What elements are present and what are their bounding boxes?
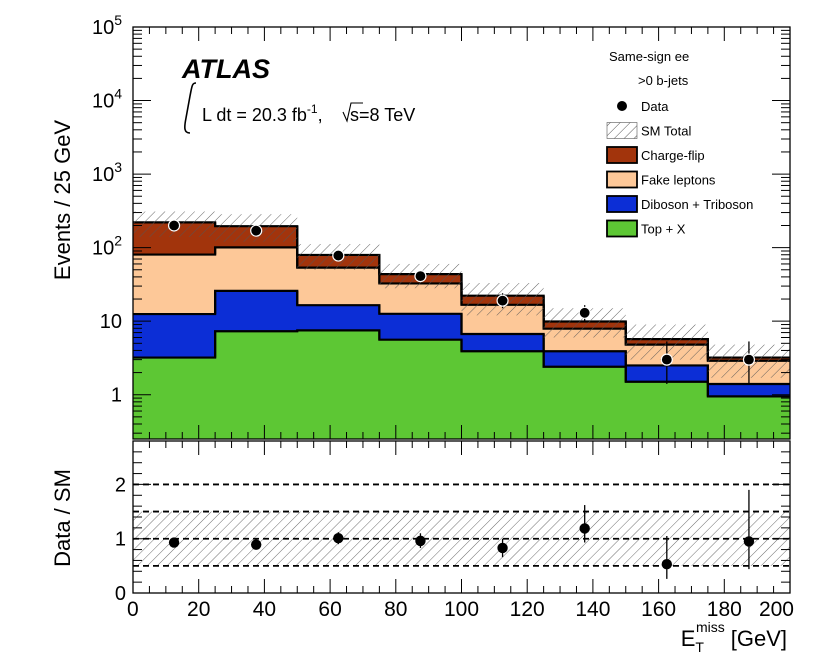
sqrt-sign-icon [342,102,363,123]
stack-top-x [133,330,790,439]
top-y-tick-label: 1 [111,385,122,407]
x-tick-label: 160 [641,598,676,621]
top-y-tick-label: 102 [92,233,122,260]
lumi-sep: , [318,105,323,125]
x-tick-label: 80 [384,598,407,621]
ratio-y-axis-label: Data / SM [50,469,75,567]
legend-color-swatch [606,170,638,189]
integral-sign-icon [184,82,197,134]
legend-label: Top + X [641,222,686,237]
data-point [167,219,181,232]
ratio-point [250,539,262,550]
top-y-tick-label: 104 [92,86,122,113]
legend-color-swatch [606,195,638,213]
top-y-tick-label: 105 [92,12,122,39]
ratio-point [497,542,508,554]
top-y-tick-label: 103 [92,159,122,186]
ratio-panel: 0 1 2 0 20 40 60 80 100 120 140 160 180 200 Data / S… [50,440,794,655]
ratio-point [415,535,426,547]
x-tick-label: 140 [575,598,610,621]
luminosity-label: L dt = 20.3 fb-1, s=8 TeV [184,82,415,134]
legend-label: Data [641,99,669,114]
ratio-y-tick-label: 2 [115,474,126,496]
legend-entry-fake-leptons: Fake leptons [606,170,716,189]
svg-text:L dt = 20.3 fb-1,: L dt = 20.3 fb-1, [202,102,323,125]
ratio-uncertainty-band [133,511,790,566]
x-axis-label: ETmiss [GeV] [681,619,787,655]
data-point [742,353,756,366]
data-point [414,270,427,283]
data-point [578,306,591,319]
x-tick-label: 60 [318,598,341,621]
x-tick-label: 20 [187,598,210,621]
legend: Same-sign ee >0 b-jets Data SM Total Charg… [606,49,753,238]
legend-label: SM Total [641,124,691,139]
top-y-tick-label: 10 [100,311,122,333]
legend-color-swatch [606,219,638,238]
legend-label: Fake leptons [641,173,716,188]
sqrt-s-label: s=8 TeV [350,105,415,125]
lumi-prefix: L dt = 20.3 fb [202,105,307,125]
legend-subtitle: >0 b-jets [638,73,689,88]
data-point [332,249,345,262]
stack-outline-vertical-1 [214,290,709,384]
ratio-y-tick-label: 0 [115,583,126,605]
data-point [496,294,509,307]
x-tick-label: 0 [127,598,139,621]
legend-entry-data: Data [617,99,669,114]
legend-entry-diboson-triboson: Diboson + Triboson [606,195,753,213]
ratio-point [579,523,590,534]
main-histogram-panel: 1 10 102 103 104 105 Events / 25 GeV ATLAS L … [50,12,791,440]
x-tick-label: 120 [510,598,545,621]
legend-entry-sm-total: SM Total [606,122,691,139]
x-tick-label: 180 [707,598,742,621]
stack-outline-vertical-0 [214,330,709,397]
legend-label: Diboson + Triboson [641,197,753,212]
ratio-point [333,532,344,544]
ratio-y-tick-label: 1 [115,529,126,551]
legend-title: Same-sign ee [609,49,689,64]
legend-data-marker [617,101,627,111]
x-tick-label: 100 [444,598,479,621]
experiment-label: ATLAS [181,54,270,84]
legend-color-swatch [606,146,638,164]
legend-entry-charge-flip: Charge-flip [606,146,705,164]
ratio-point [661,559,673,570]
legend-entry-top-x: Top + X [606,219,686,238]
data-point [660,353,673,366]
main-y-axis-label: Events / 25 GeV [50,120,75,281]
legend-hatch-swatch [606,122,638,139]
legend-label: Charge-flip [641,148,705,163]
lumi-exp: -1 [307,102,318,116]
x-tick-label: 40 [253,598,276,621]
data-point [250,224,263,237]
ratio-point [168,537,180,548]
ratio-point [743,536,755,547]
x-tick-label: 200 [759,598,794,621]
